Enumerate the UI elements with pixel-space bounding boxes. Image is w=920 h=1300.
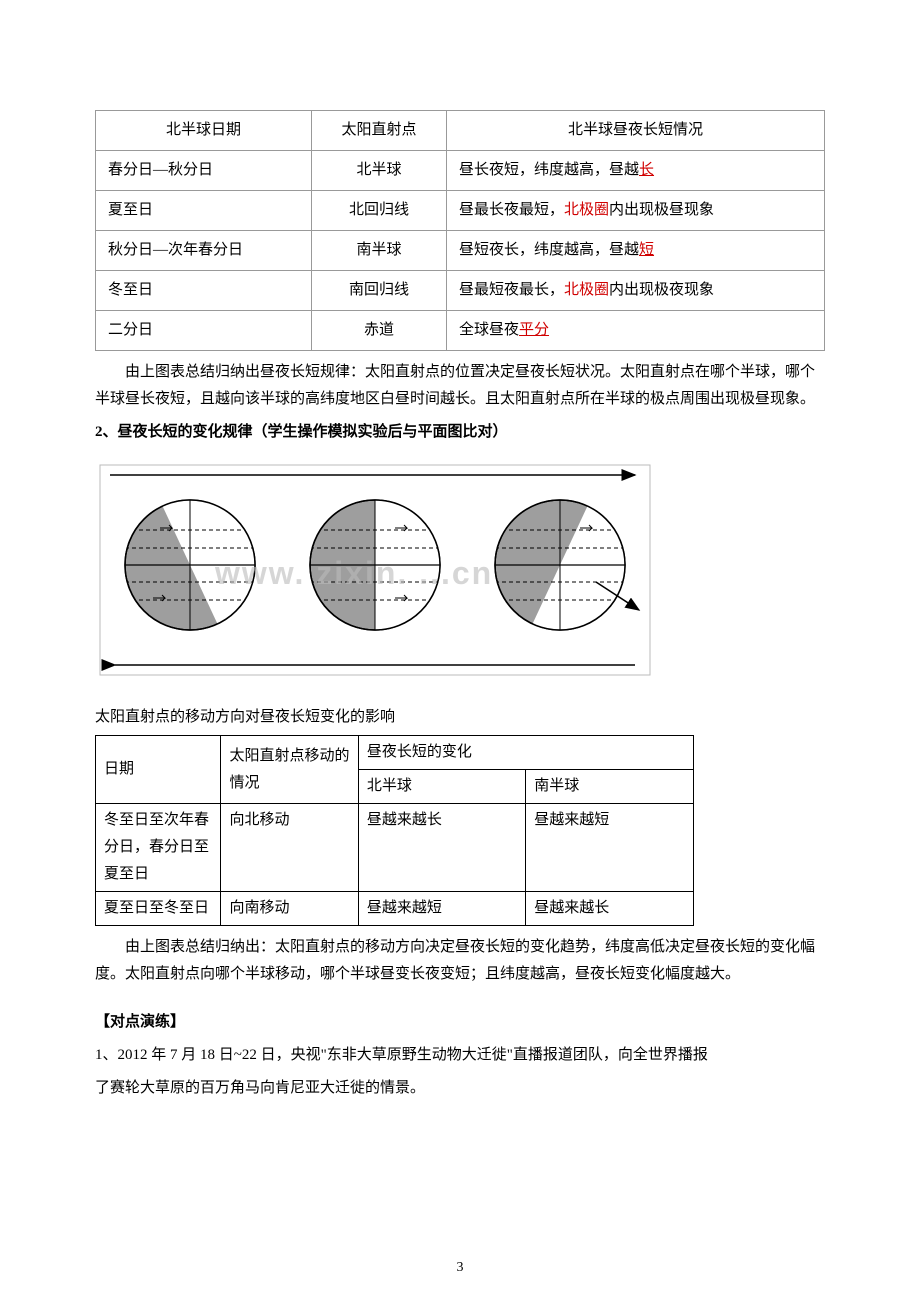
t1-r3c1: 南回归线: [311, 271, 446, 311]
table-row: 冬至日至次年春分日，春分日至夏至日 向北移动 昼越来越长 昼越来越短: [96, 804, 694, 892]
table-movement-effect: 日期 太阳直射点移动的情况 昼夜长短的变化 北半球 南半球 冬至日至次年春分日，…: [95, 735, 694, 926]
table-row: 秋分日—次年春分日 南半球 昼短夜长，纬度越高，昼越短: [96, 231, 825, 271]
t2-r0c1: 向北移动: [221, 804, 358, 892]
globe-diagram: www. zixin. ...cn: [95, 460, 655, 690]
t2-r1c0: 夏至日至冬至日: [96, 892, 221, 926]
t1-r2c0: 秋分日—次年春分日: [96, 231, 312, 271]
table-row: 夏至日 北回归线 昼最长夜最短，北极圈内出现极昼现象: [96, 191, 825, 231]
t2-h-date: 日期: [96, 736, 221, 804]
table-day-night-situation: 北半球日期 太阳直射点 北半球昼夜长短情况 春分日—秋分日 北半球 昼长夜短，纬…: [95, 110, 825, 351]
table-row: 夏至日至冬至日 向南移动 昼越来越短 昼越来越长: [96, 892, 694, 926]
table2-caption: 太阳直射点的移动方向对昼夜长短变化的影响: [95, 704, 825, 731]
t1-r4c0: 二分日: [96, 311, 312, 351]
t1-r3c2: 昼最短夜最长，北极圈内出现极夜现象: [446, 271, 824, 311]
exercise-q1-line1: 1、2012 年 7 月 18 日~22 日，央视"东非大草原野生动物大迁徙"直…: [95, 1039, 825, 1072]
t2-r1c1: 向南移动: [221, 892, 358, 926]
exercise-section: 【对点演练】 1、2012 年 7 月 18 日~22 日，央视"东非大草原野生…: [95, 1006, 825, 1105]
t1-r4c1: 赤道: [311, 311, 446, 351]
t1-h1: 太阳直射点: [311, 111, 446, 151]
exercise-q1-line2: 了赛轮大草原的百万角马向肯尼亚大迁徙的情景。: [95, 1072, 825, 1105]
t1-r0c0: 春分日—秋分日: [96, 151, 312, 191]
t2-r0c0: 冬至日至次年春分日，春分日至夏至日: [96, 804, 221, 892]
exercise-heading: 【对点演练】: [95, 1006, 825, 1039]
t1-r1c0: 夏至日: [96, 191, 312, 231]
section-2-heading: 2、昼夜长短的变化规律（学生操作模拟实验后与平面图比对）: [95, 419, 825, 446]
t1-r2c1: 南半球: [311, 231, 446, 271]
t1-r3c0: 冬至日: [96, 271, 312, 311]
t1-r1c1: 北回归线: [311, 191, 446, 231]
t1-r4c2: 全球昼夜平分: [446, 311, 824, 351]
table-row: 春分日—秋分日 北半球 昼长夜短，纬度越高，昼越长: [96, 151, 825, 191]
page-number: 3: [0, 1255, 920, 1280]
t2-h-move: 太阳直射点移动的情况: [221, 736, 358, 804]
table-row: 二分日 赤道 全球昼夜平分: [96, 311, 825, 351]
summary-paragraph-1: 由上图表总结归纳出昼夜长短规律：太阳直射点的位置决定昼夜长短状况。太阳直射点在哪…: [95, 359, 825, 413]
t1-r1c2: 昼最长夜最短，北极圈内出现极昼现象: [446, 191, 824, 231]
t2-h-change: 昼夜长短的变化: [358, 736, 693, 770]
globe-svg: [95, 460, 655, 680]
t1-r0c2: 昼长夜短，纬度越高，昼越长: [446, 151, 824, 191]
t1-r2c2: 昼短夜长，纬度越高，昼越短: [446, 231, 824, 271]
t2-r0c3: 昼越来越短: [526, 804, 693, 892]
t2-h-north: 北半球: [358, 770, 525, 804]
t2-h-south: 南半球: [526, 770, 693, 804]
t2-r1c2: 昼越来越短: [358, 892, 525, 926]
summary-paragraph-2: 由上图表总结归纳出：太阳直射点的移动方向决定昼夜长短的变化趋势，纬度高低决定昼夜…: [95, 934, 825, 988]
t1-r0c1: 北半球: [311, 151, 446, 191]
t1-h2: 北半球昼夜长短情况: [446, 111, 824, 151]
t1-h0: 北半球日期: [96, 111, 312, 151]
table-row: 冬至日 南回归线 昼最短夜最长，北极圈内出现极夜现象: [96, 271, 825, 311]
t2-r0c2: 昼越来越长: [358, 804, 525, 892]
t2-r1c3: 昼越来越长: [526, 892, 693, 926]
